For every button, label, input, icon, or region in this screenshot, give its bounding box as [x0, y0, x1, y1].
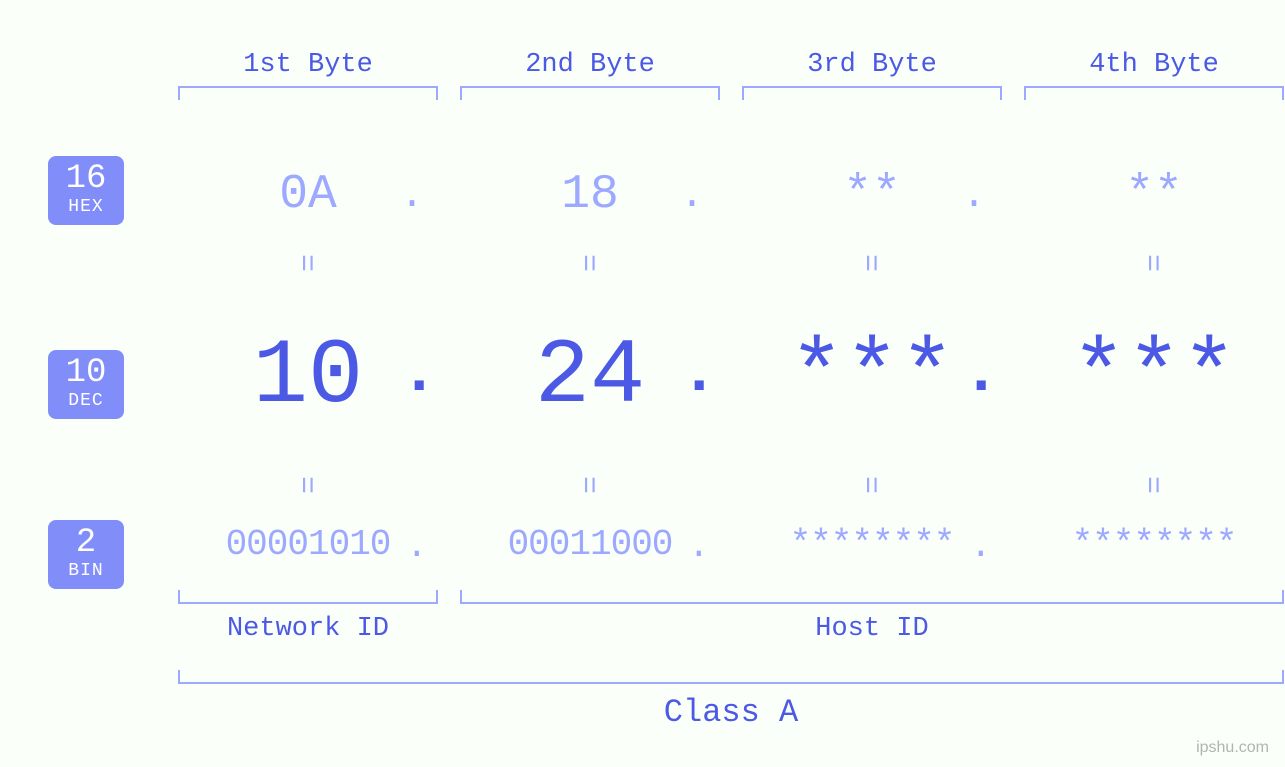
badge-num-hex: 16 — [48, 162, 124, 198]
byte-header-1: 1st Byte — [178, 50, 438, 80]
bin-byte-4: ******** — [1024, 524, 1284, 565]
eq-hex-dec-2: = — [570, 254, 604, 272]
hex-byte-4: ** — [1024, 168, 1284, 222]
byte-bracket-2 — [460, 86, 720, 100]
byte-bracket-1 — [178, 86, 438, 100]
bin-byte-3: ******** — [742, 524, 1002, 565]
byte-col-3: 3rd Byte — [742, 50, 1002, 80]
dec-dot-1: . — [400, 338, 438, 410]
host-label: Host ID — [460, 614, 1284, 644]
bin-dot-2: . — [688, 526, 710, 567]
bin-dot-3: . — [970, 526, 992, 567]
byte-header-2: 2nd Byte — [460, 50, 720, 80]
badge-num-dec: 10 — [48, 356, 124, 392]
watermark: ipshu.com — [1196, 739, 1269, 757]
eq-hex-dec-4: = — [1134, 254, 1168, 272]
network-label: Network ID — [178, 614, 438, 644]
host-bracket — [460, 590, 1284, 604]
bin-dot-1: . — [406, 526, 428, 567]
hex-dot-1: . — [400, 174, 424, 219]
hex-dot-2: . — [680, 174, 704, 219]
eq-dec-bin-4: = — [1134, 476, 1168, 494]
diagram-root: 1st Byte 2nd Byte 3rd Byte 4th Byte 16 H… — [0, 0, 1285, 767]
dec-dot-2: . — [680, 338, 718, 410]
base-badge-hex: 16 HEX — [48, 156, 124, 225]
byte-bracket-4 — [1024, 86, 1284, 100]
dec-byte-4: *** — [1024, 324, 1284, 429]
byte-bracket-3 — [742, 86, 1002, 100]
badge-unit-bin: BIN — [48, 562, 124, 581]
class-label: Class A — [178, 694, 1284, 731]
byte-header-3: 3rd Byte — [742, 50, 1002, 80]
network-bracket — [178, 590, 438, 604]
badge-unit-hex: HEX — [48, 198, 124, 217]
badge-num-bin: 2 — [48, 526, 124, 562]
byte-header-4: 4th Byte — [1024, 50, 1284, 80]
dec-byte-1: 10 — [178, 324, 438, 429]
dec-dot-3: . — [962, 338, 1000, 410]
eq-hex-dec-1: = — [288, 254, 322, 272]
badge-unit-dec: DEC — [48, 392, 124, 411]
bin-byte-1: 00001010 — [178, 524, 438, 565]
eq-hex-dec-3: = — [852, 254, 886, 272]
byte-col-2: 2nd Byte — [460, 50, 720, 80]
hex-dot-3: . — [962, 174, 986, 219]
base-badge-bin: 2 BIN — [48, 520, 124, 589]
class-bracket — [178, 670, 1284, 684]
bin-byte-2: 00011000 — [460, 524, 720, 565]
eq-dec-bin-3: = — [852, 476, 886, 494]
hex-byte-1: 0A — [178, 168, 438, 222]
byte-col-1: 1st Byte — [178, 50, 438, 80]
base-badge-dec: 10 DEC — [48, 350, 124, 419]
byte-col-4: 4th Byte — [1024, 50, 1284, 80]
eq-dec-bin-2: = — [570, 476, 604, 494]
eq-dec-bin-1: = — [288, 476, 322, 494]
